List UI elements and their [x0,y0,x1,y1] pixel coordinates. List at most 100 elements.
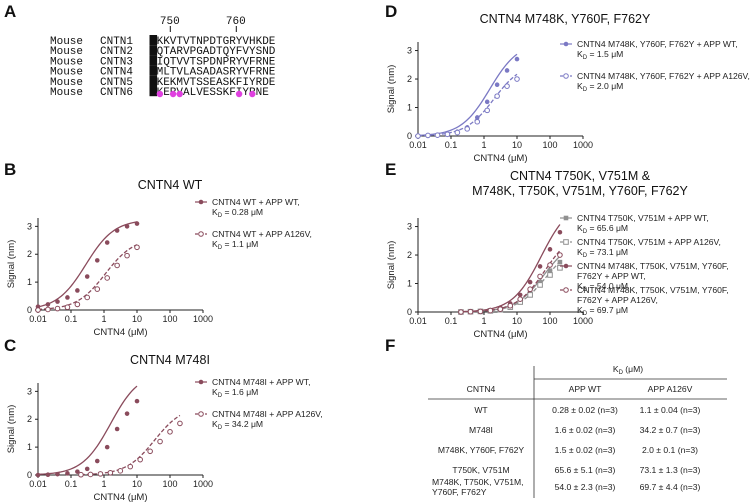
table-cell-app-a126v: 69.7 ± 4.4 (n=3) [640,482,701,492]
table-cell-app-a126v: 73.1 ± 1.3 (n=3) [640,465,701,475]
data-point [454,129,461,136]
x-tick-label: 0.01 [29,479,47,489]
mutation-dot [249,90,256,98]
table-cell-app-a126v: 2.0 ± 0.1 (n=3) [642,445,698,455]
alignment-highlight-residue: W [150,77,157,89]
legend-marker [563,263,569,269]
x-axis-label: CNTN4 (μM) [93,327,147,338]
data-point [75,469,80,474]
data-point [84,294,91,301]
y-tick-label: 2 [407,250,412,260]
data-point [107,469,114,476]
y-tick-label: 2 [407,74,412,84]
data-point [425,132,431,139]
legend-label: CNTN4 M748I + APP WT, [212,377,310,387]
legend-marker [198,379,204,385]
data-point [84,274,90,279]
chart-c-title: CNTN4 M748I [130,353,210,367]
y-tick-label: 3 [27,221,32,231]
panel-label-a: A [4,2,17,21]
legend-label: CNTN4 M748I + APP A126V, [212,409,323,419]
data-point [104,275,110,281]
kd-table: KD (μM) CNTN4 APP WT APP A126V WT 0.28 ± 0.02… [428,364,727,498]
data-point [64,304,71,311]
x-tick-label: 1 [481,140,486,150]
data-point [557,265,563,271]
x-tick-label: 10 [512,140,522,150]
alignment-highlight-box [149,55,158,66]
series-fit-curve [460,224,561,313]
table-row-name: Y760F, F762Y [432,487,487,497]
table-row-name: T750K, V751M [452,465,509,475]
data-point [537,264,543,269]
data-point [527,289,533,295]
data-point [507,302,514,309]
data-point [557,252,563,258]
table-column-header: APP WT [569,384,603,394]
data-point [547,268,553,273]
x-tick-label: 10 [132,314,142,324]
table-column-header: APP A126V [648,384,693,394]
data-point [104,240,110,245]
x-tick-label: 0.01 [409,316,427,326]
table-cell-app-wt: 54.0 ± 2.3 (n=3) [555,482,616,492]
data-point [484,107,490,114]
data-point [434,132,441,138]
x-tick-label: 1 [101,479,106,489]
y-tick-label: 0 [407,307,412,317]
alignment-sequence: KKVTVTNPDTGRYVHKDE [157,36,276,48]
data-point [55,471,60,477]
legend-kd: KD = 1.1 μM [212,239,258,251]
x-tick-label: 10 [512,316,522,326]
series-fit-curve [37,244,138,310]
alignment-sequence: KEKMVTSSEASKFIYRDE [157,77,276,89]
alignment-highlight-box [149,75,158,86]
alignment-protein-name: CNTN3 [100,56,133,68]
data-point [527,279,533,285]
data-point [55,299,60,304]
data-point [415,133,421,139]
data-point [45,306,51,313]
alignment-highlight-residue: W [150,46,157,58]
chart-d: 0.01 0.1 1 10 100 1000 0 1 2 3 CNTN4 (μM) Signal (n… [386,39,750,164]
chart-e-title-2: M748K, T750K, V751M, Y760F, F762Y [472,184,688,198]
data-point [477,308,484,315]
mutation-dot [156,90,164,98]
y-axis-label: Signal (nm) [386,65,397,114]
mutation-dot [176,90,183,98]
table-row-name: M748K, T750K, V751M, [432,477,524,487]
ruler-label-760: 760 [226,16,246,28]
alignment-species: Mouse [50,46,83,58]
x-tick-label: 0.1 [65,479,78,489]
alignment-species: Mouse [50,67,83,79]
x-tick-label: 1 [481,316,486,326]
data-point [537,279,543,285]
y-axis-label: Signal (nm) [6,405,17,454]
data-point [94,286,101,292]
series-fit-curve [417,53,518,137]
data-point [124,224,130,229]
legend-kd: KD = 73.1 μM [577,247,628,259]
panel-label-e: E [385,160,397,179]
data-point [464,126,471,132]
legend-label: F762Y + APP A126V, [577,295,658,305]
x-tick-label: 0.1 [445,140,458,150]
x-tick-label: 1000 [573,316,593,326]
table-row-name: M748I [469,425,493,435]
data-point [557,229,563,235]
panel-label-f: F [385,336,396,355]
x-tick-label: 0.1 [65,314,78,324]
data-point [504,83,510,89]
x-tick-label: 0.1 [445,316,458,326]
x-tick-label: 1 [101,314,106,324]
y-tick-label: 1 [407,279,412,289]
y-tick-label: 2 [27,249,32,259]
table-row-name: WT [474,405,488,415]
table-cell-app-wt: 65.6 ± 5.1 (n=3) [555,465,616,475]
alignment-highlight-residue: W [150,36,157,48]
x-tick-label: 1000 [573,140,593,150]
data-point [75,288,80,293]
table-super-header: KD (μM) [613,364,643,376]
legend-label: CNTN4 T750K, V751M + APP WT, [577,213,709,223]
